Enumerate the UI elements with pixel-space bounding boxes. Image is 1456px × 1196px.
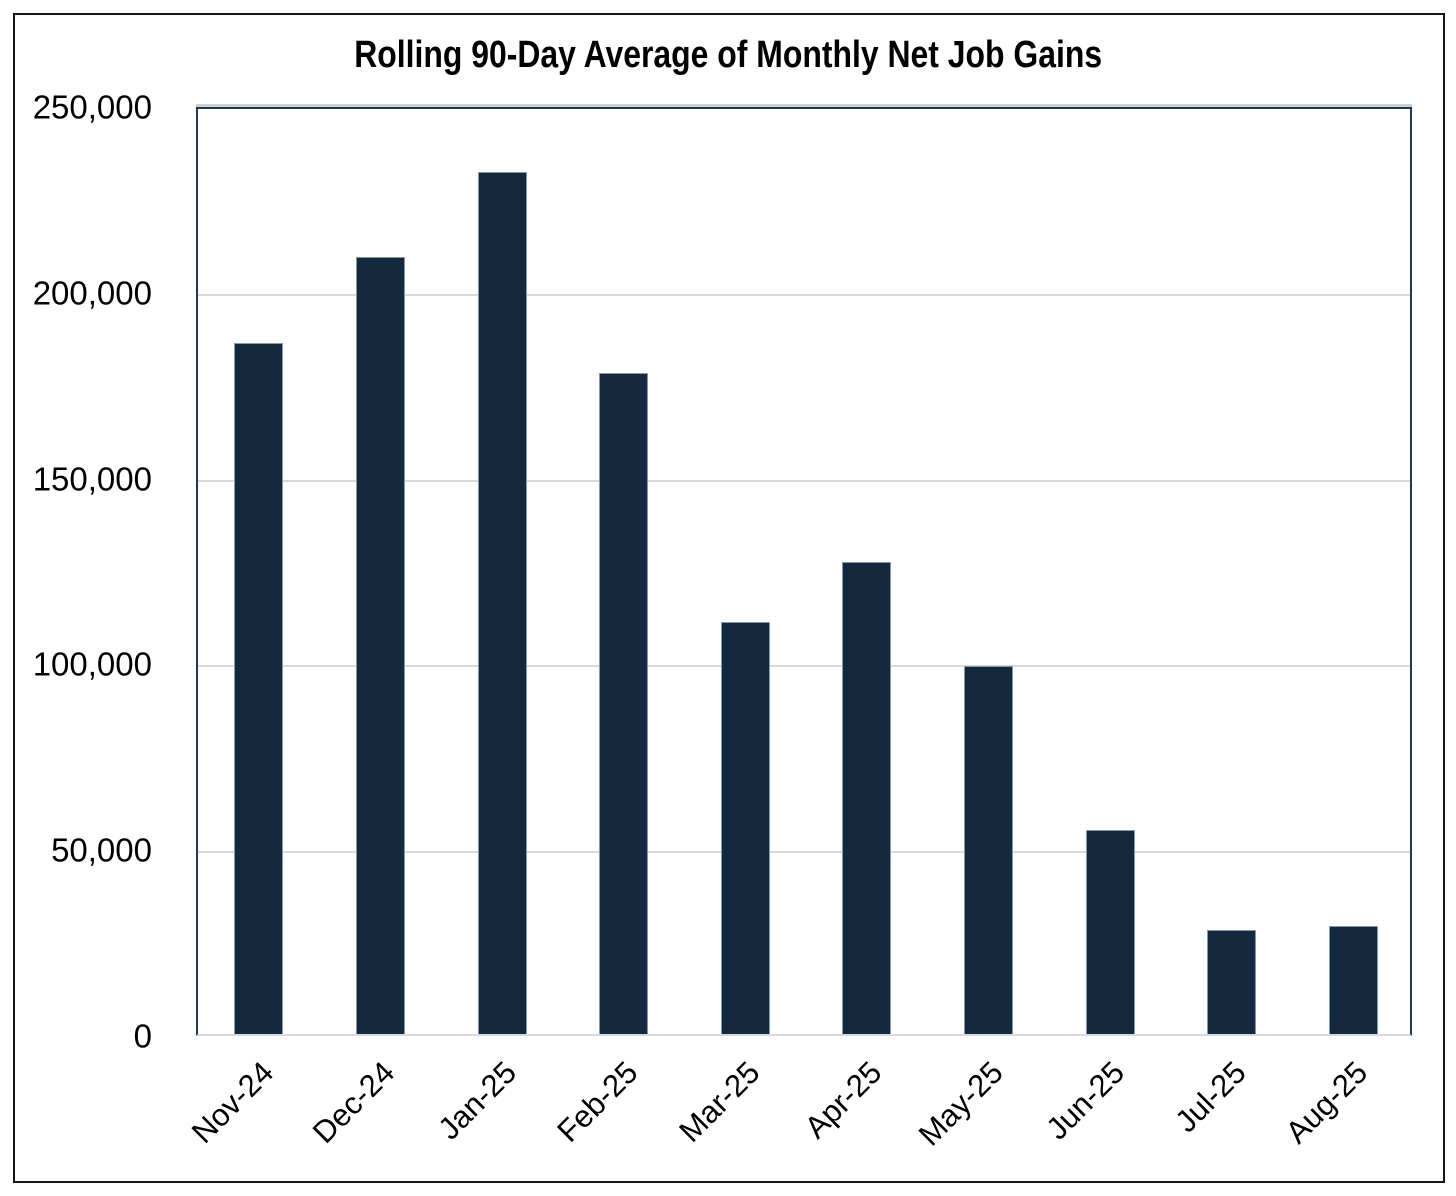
x-axis-tick-label: Jan-25 xyxy=(431,1054,524,1147)
chart-title: Rolling 90-Day Average of Monthly Net Jo… xyxy=(0,33,1456,79)
x-axis-tick-label: Nov-24 xyxy=(184,1054,281,1151)
x-axis-tick-label: Dec-24 xyxy=(306,1054,402,1151)
x-axis-tick-label: Mar-25 xyxy=(672,1054,767,1149)
x-axis-tick-label: May-25 xyxy=(911,1054,1010,1153)
bar-feb-25 xyxy=(599,372,649,1034)
bar-aug-25 xyxy=(1328,926,1378,1034)
x-axis-tick-label: Aug-25 xyxy=(1279,1054,1375,1151)
bar-mar-25 xyxy=(720,621,770,1034)
x-axis-tick-label: Feb-25 xyxy=(550,1054,645,1149)
chart-title-text: Rolling 90-Day Average of Monthly Net Jo… xyxy=(354,34,1102,76)
x-axis-tick-label: Jun-25 xyxy=(1039,1054,1132,1147)
gridline xyxy=(198,851,1410,854)
bar-jun-25 xyxy=(1085,829,1135,1034)
bar-jan-25 xyxy=(477,171,527,1034)
y-axis-tick-label: 0 xyxy=(133,1017,152,1055)
gridline xyxy=(198,479,1410,482)
y-axis-tick-label: 200,000 xyxy=(32,274,152,312)
gridline xyxy=(198,293,1410,296)
y-axis-tick-label: 100,000 xyxy=(32,645,152,683)
plot-area xyxy=(196,107,1412,1036)
y-axis-tick-label: 150,000 xyxy=(32,460,152,498)
x-axis-tick-label: Jul-25 xyxy=(1168,1054,1253,1140)
bar-nov-24 xyxy=(234,342,284,1034)
bar-apr-25 xyxy=(842,562,892,1034)
x-axis-tick-label: Apr-25 xyxy=(797,1054,889,1146)
y-axis-tick-label: 50,000 xyxy=(51,831,152,869)
bar-may-25 xyxy=(963,666,1013,1034)
gridline xyxy=(198,665,1410,668)
y-axis-tick-label: 250,000 xyxy=(32,88,152,126)
bar-dec-24 xyxy=(355,257,405,1034)
bar-jul-25 xyxy=(1207,929,1257,1034)
